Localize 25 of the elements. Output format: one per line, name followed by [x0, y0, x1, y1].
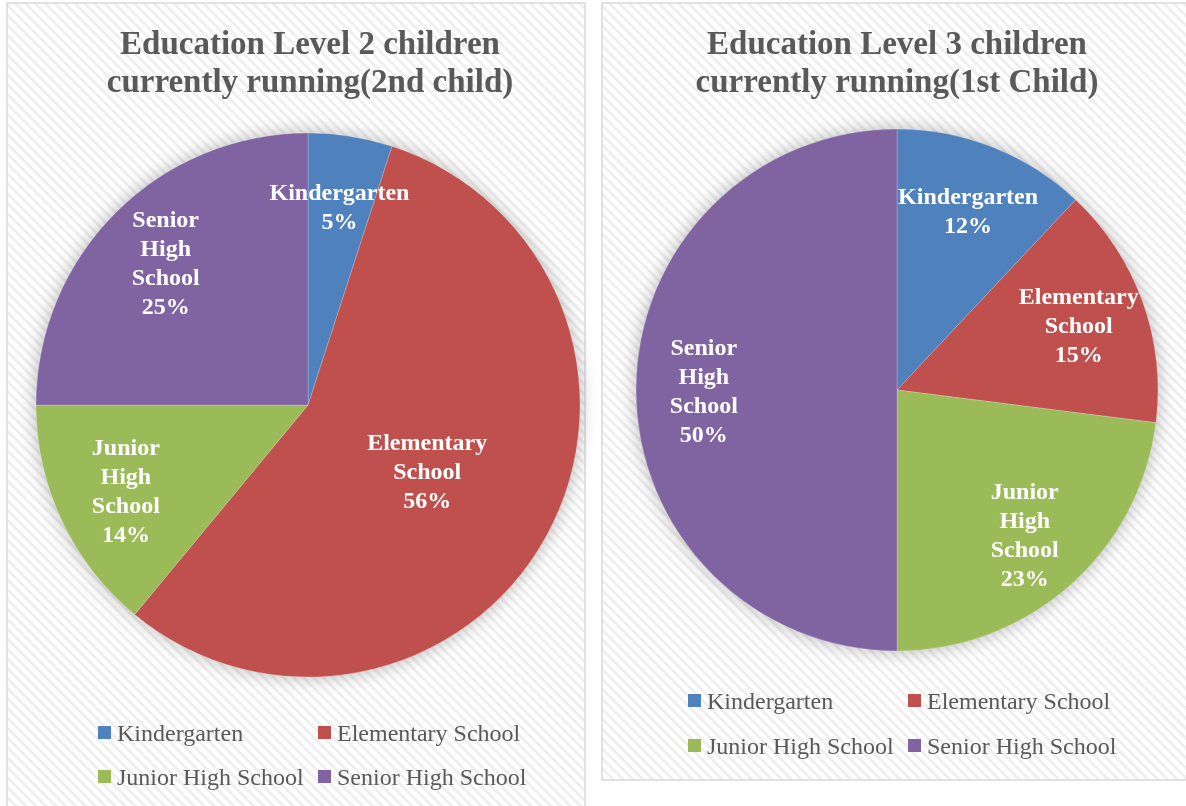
slice-label: Elementary School: [1018, 282, 1139, 338]
slice-label: Junior High School: [990, 478, 1060, 563]
data-label: 12%: [944, 211, 993, 238]
legend-label: Junior High School: [117, 764, 304, 790]
slice-label: Kindergarten: [898, 182, 1039, 209]
slice-label: Senior High School: [669, 333, 739, 418]
data-label: 23%: [1000, 565, 1049, 592]
slice-label: Elementary School: [367, 428, 488, 484]
slice-label: Junior High School: [91, 434, 161, 519]
legend-label: Elementary School: [337, 720, 521, 746]
data-label: 15%: [1054, 340, 1103, 367]
legend-label: Elementary School: [927, 688, 1111, 714]
slice-label: Senior High School: [131, 206, 201, 291]
data-label: 25%: [141, 293, 190, 320]
legend-label: Kindergarten: [707, 688, 834, 714]
data-label: 50%: [679, 420, 728, 447]
legend-label: Senior High School: [337, 764, 527, 790]
legend-label: Junior High School: [707, 733, 894, 759]
legend-label: Senior High School: [927, 733, 1117, 759]
data-label: 14%: [101, 521, 150, 548]
chart-title: Education Level 3 children currently running(1st Child): [695, 25, 1099, 100]
legend-label: Kindergarten: [117, 720, 244, 746]
data-label: 56%: [403, 486, 452, 513]
chart-title: Education Level 2 children currently running(2nd child): [106, 25, 514, 100]
data-label: 5%: [321, 207, 358, 234]
